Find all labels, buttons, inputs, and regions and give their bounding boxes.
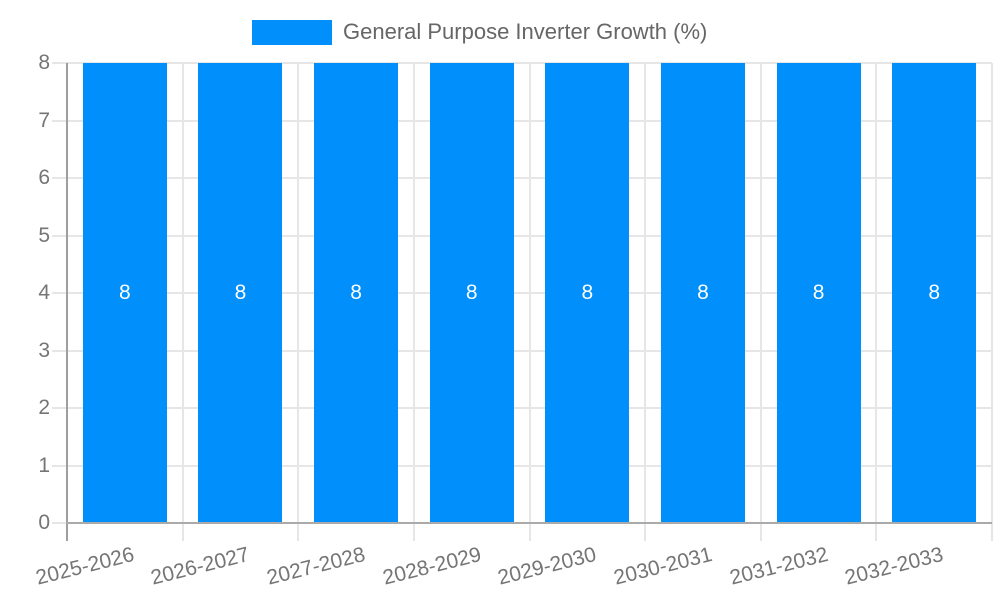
x-gridline xyxy=(412,63,415,541)
bar xyxy=(429,63,514,523)
bar-value-label: 8 xyxy=(465,281,478,304)
x-gridline xyxy=(297,63,300,541)
legend-label: General Purpose Inverter Growth (%) xyxy=(343,19,708,44)
bar-value-label: 8 xyxy=(581,281,594,304)
bar-value-label: 8 xyxy=(350,281,362,304)
y-gridline xyxy=(52,234,992,237)
bar xyxy=(545,63,630,523)
y-axis-tick-label: 4 xyxy=(38,281,50,304)
bar-value-label: 8 xyxy=(812,281,825,304)
bar xyxy=(314,63,399,523)
x-gridline xyxy=(991,63,993,541)
legend-item[interactable]: General Purpose Inverter Growth (%) xyxy=(252,19,707,45)
y-axis-tick-label: 2 xyxy=(38,396,50,419)
y-axis-tick-label: 1 xyxy=(38,453,50,477)
x-gridline xyxy=(759,63,762,541)
y-gridline xyxy=(52,177,992,179)
bar xyxy=(660,63,745,523)
bar-value-label: 8 xyxy=(697,281,709,304)
y-axis-tick-label: 7 xyxy=(38,108,50,132)
y-gridline xyxy=(52,407,992,409)
x-gridline xyxy=(644,63,647,541)
y-gridline xyxy=(52,119,992,122)
y-axis-tick-label: 0 xyxy=(38,511,50,534)
y-gridline xyxy=(52,62,992,64)
y-axis-tick-label: 3 xyxy=(38,338,50,362)
bar xyxy=(198,63,283,523)
y-axis-line xyxy=(66,63,68,541)
y-axis-tick-label: 6 xyxy=(38,166,50,189)
y-gridline xyxy=(52,292,992,294)
x-gridline xyxy=(181,63,184,541)
x-gridline xyxy=(875,63,878,541)
bar xyxy=(776,63,861,523)
legend-swatch xyxy=(252,19,332,45)
bar-value-label: 8 xyxy=(234,281,247,304)
bar xyxy=(892,63,977,523)
bar-value-label: 8 xyxy=(118,281,131,304)
bar-value-label: 8 xyxy=(928,281,941,304)
y-axis-tick-label: 8 xyxy=(38,51,50,74)
y-axis-tick-label: 5 xyxy=(38,223,50,247)
bar xyxy=(82,63,167,523)
y-gridline xyxy=(52,349,992,352)
x-gridline xyxy=(528,63,531,541)
y-gridline xyxy=(52,464,992,467)
x-axis-baseline xyxy=(66,522,992,524)
